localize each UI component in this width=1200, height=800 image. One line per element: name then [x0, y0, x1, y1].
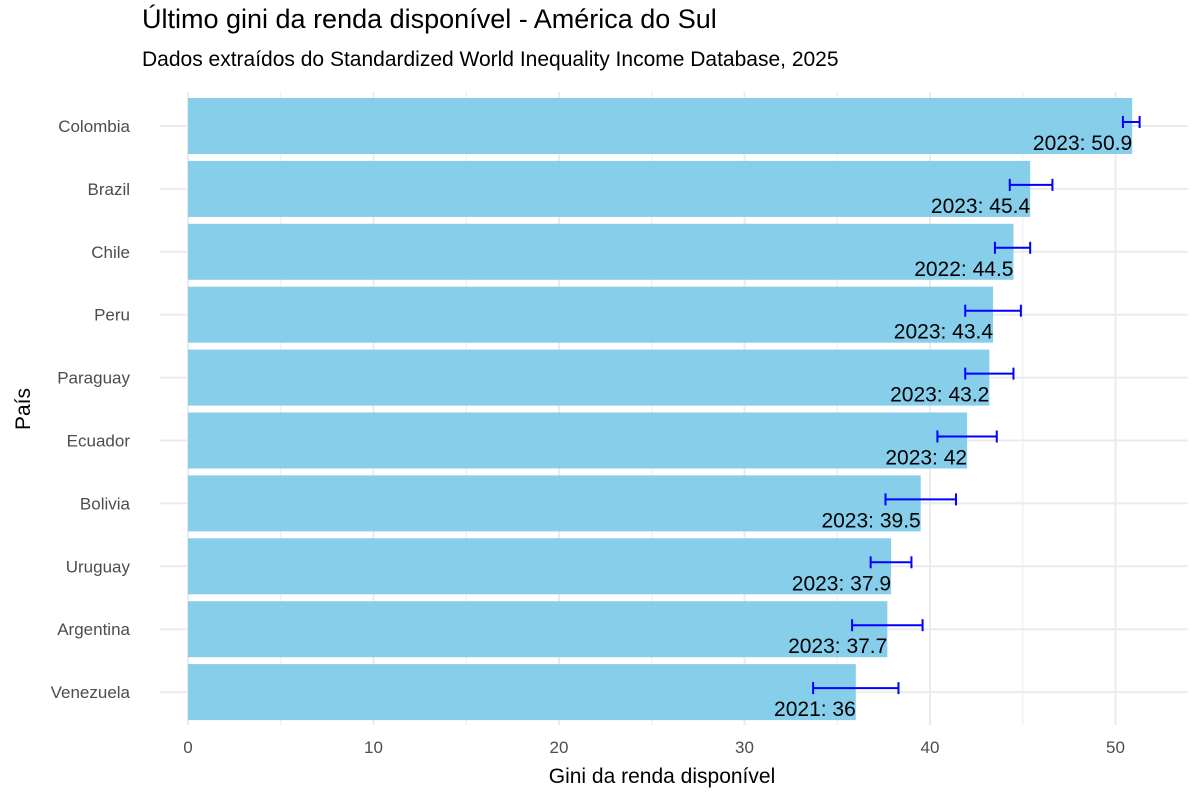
error-bar [812, 682, 900, 695]
bar [188, 286, 994, 343]
error-bars [812, 116, 1141, 695]
bar [188, 412, 968, 469]
error-bar [1008, 178, 1054, 191]
data-label: 2023: 42 [885, 447, 967, 470]
y-tick-label: Ecuador [67, 432, 131, 451]
y-tick-label: Argentina [57, 620, 130, 639]
y-axis-label: País [12, 388, 35, 430]
data-label: 2023: 43.2 [890, 384, 989, 407]
bar [188, 223, 1014, 280]
x-tick-label: 20 [550, 738, 569, 757]
bar [188, 601, 888, 658]
data-label: 2023: 43.4 [894, 321, 994, 344]
y-tick-label: Brazil [87, 180, 130, 199]
x-tick-label: 50 [1106, 738, 1125, 757]
chart-title: Último gini da renda disponível - Améric… [142, 4, 717, 34]
error-bar [884, 493, 957, 506]
error-bar [964, 367, 1015, 380]
bar [188, 349, 990, 406]
bar [188, 538, 892, 595]
y-axis-tick-labels: Colombia Brazil Chile Peru Paraguay Ecuador Bo… [51, 117, 131, 702]
y-tick-label: Venezuela [51, 683, 131, 702]
error-bar [964, 304, 1022, 317]
bar [188, 475, 921, 532]
y-tick-label: Uruguay [66, 557, 131, 576]
error-bar [993, 241, 1032, 254]
bars [188, 98, 1133, 721]
bar [188, 160, 1031, 217]
data-label: 2023: 39.5 [821, 509, 920, 532]
error-bar [1121, 116, 1141, 128]
data-labels: 2023: 50.9 2023: 45.4 2022: 44.5 2023: 43.4… [774, 132, 1132, 721]
y-tick-label: Paraguay [57, 369, 130, 388]
bar [188, 98, 1133, 154]
chart-subtitle: Dados extraídos do Standardized World In… [142, 48, 839, 71]
data-label: 2022: 44.5 [914, 258, 1013, 281]
x-tick-label: 0 [183, 738, 192, 757]
x-tick-label: 40 [921, 738, 940, 757]
bar [188, 664, 856, 721]
y-tick-label: Peru [94, 306, 130, 325]
error-bar [851, 619, 924, 632]
y-tick-label: Bolivia [80, 494, 131, 513]
data-label: 2021: 36 [774, 698, 856, 721]
x-tick-label: 30 [735, 738, 754, 757]
error-bar [936, 430, 998, 443]
data-label: 2023: 45.4 [931, 195, 1031, 218]
y-tick-label: Colombia [58, 117, 130, 136]
data-label: 2023: 37.7 [788, 635, 887, 658]
x-axis-tick-labels: 0 10 20 30 40 50 [183, 738, 1125, 757]
error-bar [869, 556, 913, 569]
x-tick-label: 10 [364, 738, 383, 757]
y-tick-label: Chile [91, 243, 130, 262]
data-label: 2023: 50.9 [1033, 132, 1132, 155]
x-axis-label: Gini da renda disponível [549, 765, 775, 788]
data-label: 2023: 37.9 [792, 572, 891, 595]
